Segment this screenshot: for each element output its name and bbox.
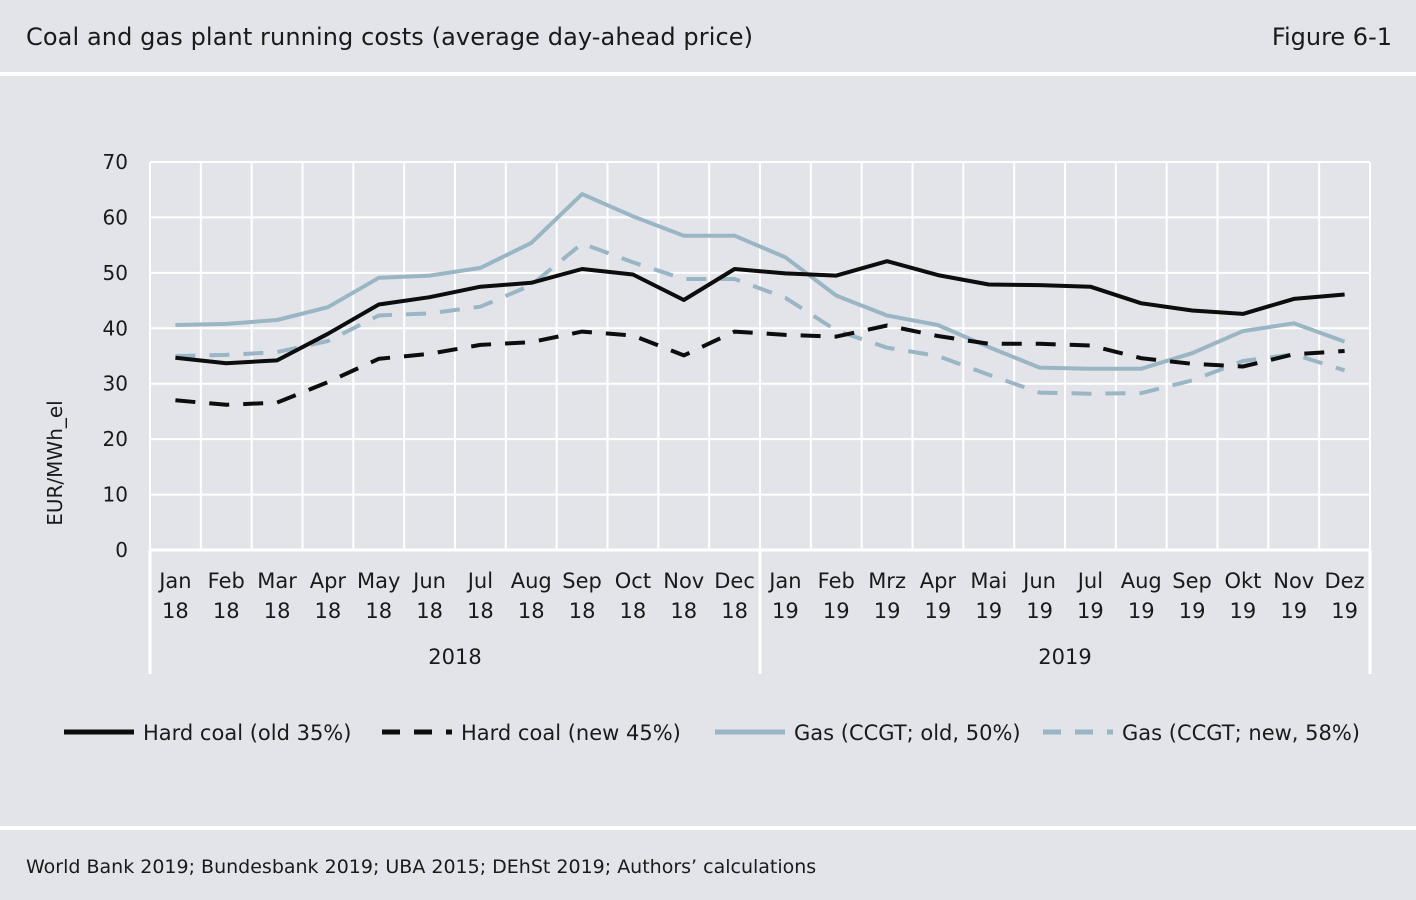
x-tick-label-month: Jan [767, 569, 801, 593]
y-tick-label: 30 [103, 372, 128, 396]
legend-label: Hard coal (new 45%) [461, 721, 681, 745]
x-tick-label-year: 19 [1026, 599, 1053, 623]
x-tick-label-month: Dez [1325, 569, 1365, 593]
plot-background [28, 84, 1388, 776]
x-tick-label-month: Okt [1224, 569, 1261, 593]
line-chart: 0 10 20 30 40 50 60 70 EUR/MWh_el Jan 18 Feb 18 Mar… [28, 84, 1388, 776]
y-tick-label: 10 [103, 483, 128, 507]
x-tick-label-year: 18 [721, 599, 748, 623]
series-line-3 [175, 241, 1346, 396]
x-tick-label-month: Jun [411, 569, 446, 593]
y-tick-label: 50 [103, 261, 128, 285]
legend-label: Hard coal (old 35%) [143, 721, 351, 745]
x-tick-label-year: 18 [213, 599, 240, 623]
x-tick-label-month: Jul [1076, 569, 1103, 593]
source-note: World Bank 2019; Bundesbank 2019; UBA 20… [26, 856, 817, 878]
x-tick-label-month: Feb [818, 569, 855, 593]
x-tick-label-year: 19 [975, 599, 1002, 623]
series-line-0 [175, 259, 1345, 366]
x-tick-label-year: 19 [874, 599, 901, 623]
series-line-2 [175, 192, 1346, 371]
x-tick-label-year: 18 [315, 599, 342, 623]
x-tick-label-year: 19 [1077, 599, 1104, 623]
y-tick-label: 0 [115, 538, 128, 562]
x-tick-label-month: Nov [1273, 569, 1314, 593]
x-group-label: 2018 [428, 645, 481, 669]
x-tick-label-year: 18 [264, 599, 291, 623]
x-tick-label-year: 19 [925, 599, 952, 623]
x-tick-label-month: Oct [615, 569, 651, 593]
x-tick-label-year: 18 [365, 599, 392, 623]
x-tick-label-month: Jul [466, 569, 493, 593]
x-tick-label-year: 18 [416, 599, 443, 623]
legend-label: Gas (CCGT; new, 58%) [1122, 721, 1360, 745]
x-tick-label-month: Apr [920, 569, 957, 593]
x-tick-label-month: Aug [1121, 569, 1162, 593]
x-tick-label-month: Mai [970, 569, 1007, 593]
x-tick-label-month: Jan [157, 569, 191, 593]
x-tick-label-month: May [357, 569, 400, 593]
y-tick-label: 70 [103, 150, 128, 174]
x-tick-label-month: Dec [714, 569, 755, 593]
series-lines [175, 192, 1346, 407]
legend: Hard coal (old 35%) Hard coal (new 45%) Ga… [64, 721, 1360, 745]
x-tick-label-month: Nov [663, 569, 704, 593]
x-tick-label-year: 19 [823, 599, 850, 623]
x-tick-label-year: 19 [772, 599, 799, 623]
footer-divider [0, 826, 1416, 830]
y-axis-label: EUR/MWh_el [43, 400, 67, 525]
x-tick-label-year: 18 [620, 599, 647, 623]
header: Coal and gas plant running costs (averag… [0, 0, 1416, 74]
x-tick-label-month: Mrz [868, 569, 906, 593]
x-tick-label-month: Sep [562, 569, 602, 593]
y-tick-label: 20 [103, 427, 128, 451]
x-tick-label-year: 18 [518, 599, 545, 623]
x-tick-label-month: Feb [208, 569, 245, 593]
x-tick-label-month: Mar [257, 569, 297, 593]
x-tick-label-year: 18 [467, 599, 494, 623]
x-tick-label-year: 18 [569, 599, 596, 623]
x-group-label: 2019 [1038, 645, 1091, 669]
x-tick-label-month: Sep [1172, 569, 1212, 593]
x-tick-label-year: 18 [162, 599, 189, 623]
header-divider [0, 72, 1416, 76]
x-tick-label-year: 19 [1280, 599, 1307, 623]
x-tick-label-year: 19 [1230, 599, 1257, 623]
series-line-1 [175, 323, 1345, 407]
x-tick-label-year: 19 [1179, 599, 1206, 623]
y-axis-ticks: 0 10 20 30 40 50 60 70 [103, 150, 128, 562]
chart-area: 0 10 20 30 40 50 60 70 EUR/MWh_el Jan 18 Feb 18 Mar… [0, 76, 1416, 826]
y-tick-label: 40 [103, 316, 128, 340]
x-tick-label-month: Aug [511, 569, 552, 593]
y-tick-label: 60 [103, 205, 128, 229]
x-axis: Jan 18 Feb 18 Mar 18 Apr 18 May 18 Jun 18 Jul 18 Aug 18… [148, 548, 1372, 674]
x-tick-label-year: 19 [1331, 599, 1358, 623]
page-title: Coal and gas plant running costs (averag… [26, 23, 754, 51]
figure-label: Figure 6-1 [1271, 23, 1392, 51]
x-tick-label-year: 18 [670, 599, 697, 623]
x-tick-label-month: Apr [310, 569, 347, 593]
legend-label: Gas (CCGT; old, 50%) [794, 721, 1021, 745]
x-tick-label-year: 19 [1128, 599, 1155, 623]
x-tick-label-month: Jun [1021, 569, 1056, 593]
